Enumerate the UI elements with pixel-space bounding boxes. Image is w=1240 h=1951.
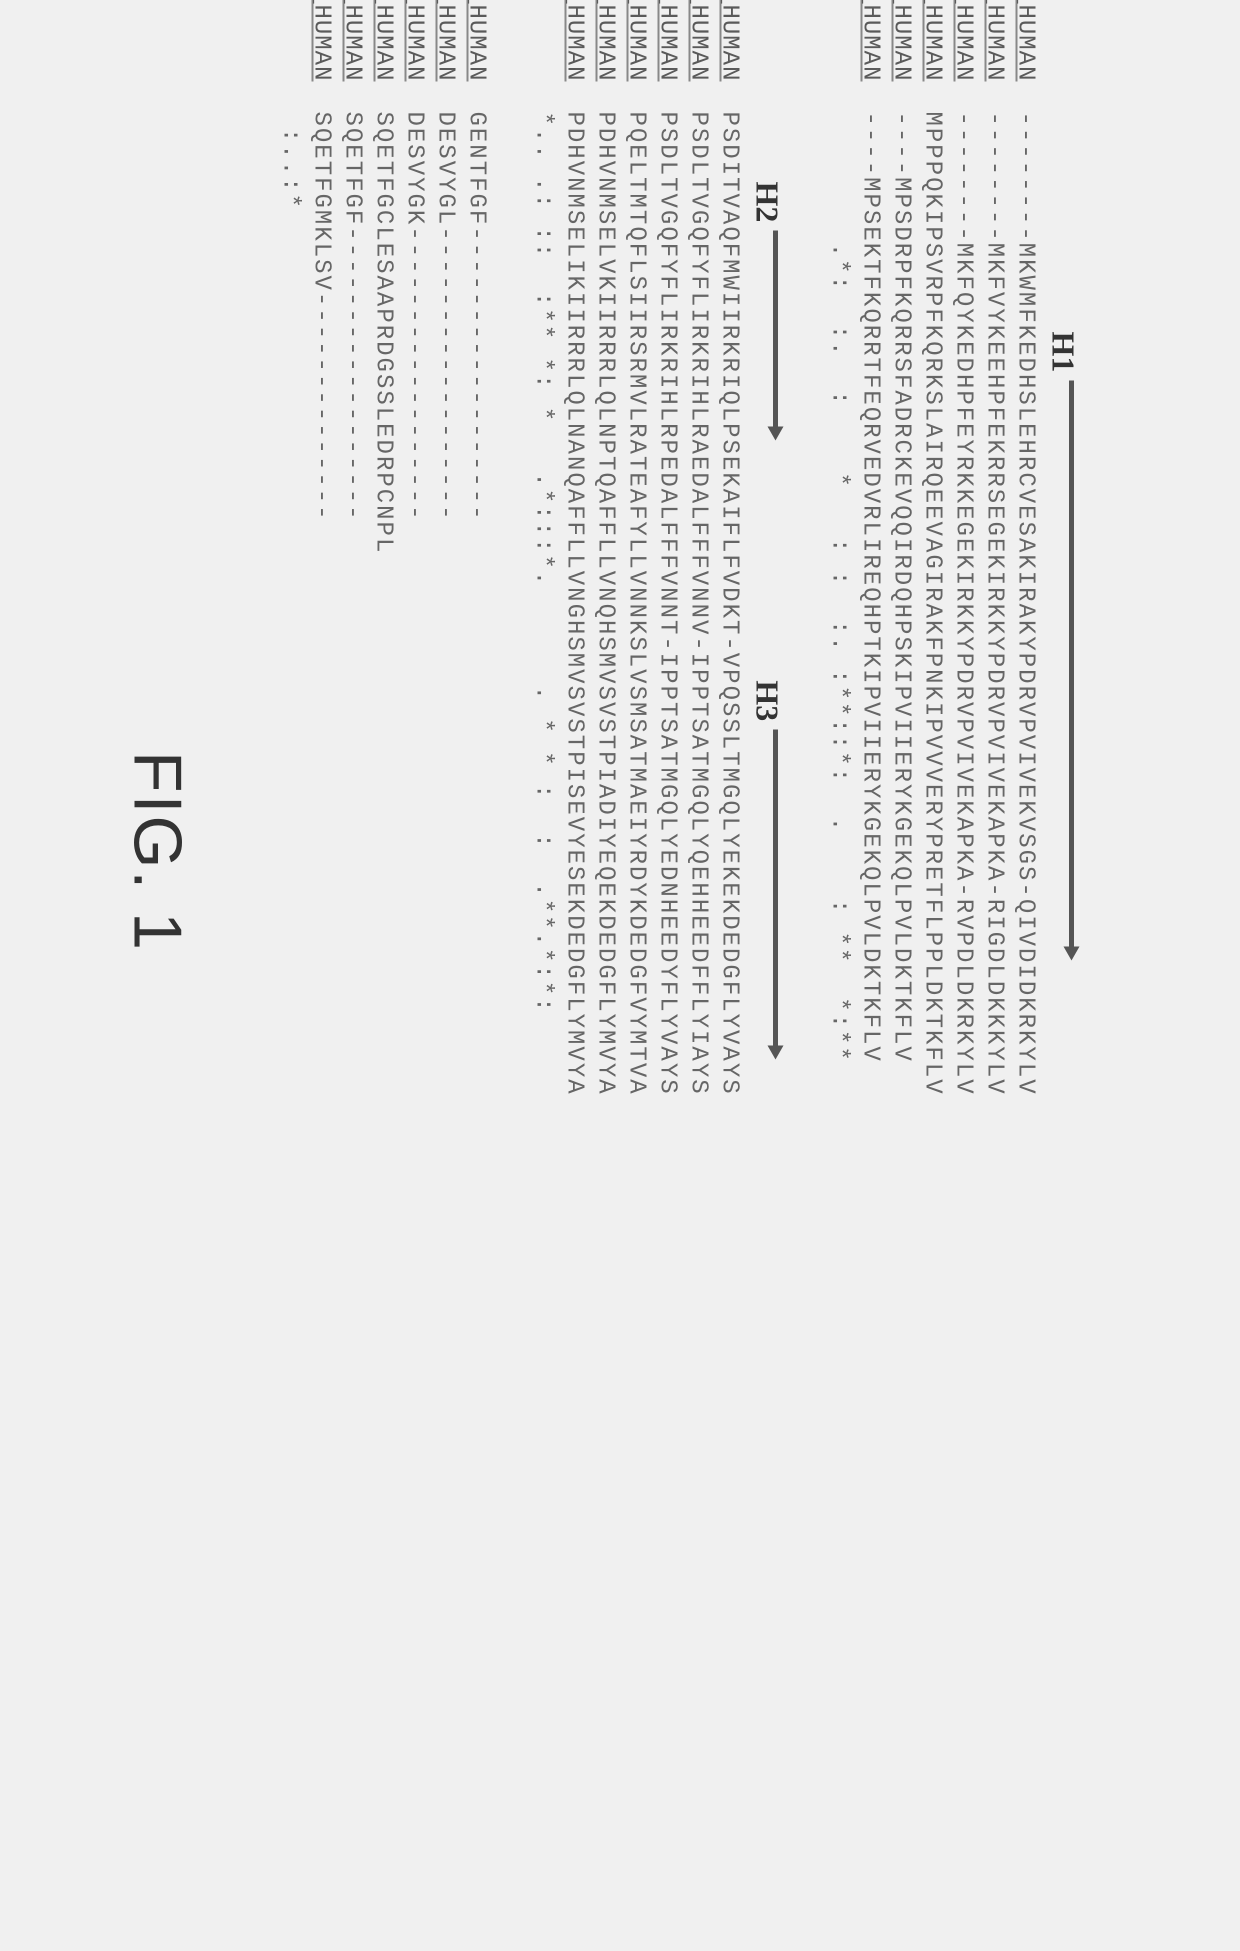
sequence-label: GBRAP_HUMAN xyxy=(432,0,459,112)
sequence-row: MLP3C_HUMANMPPPQKIPSVRPFKQRKSLAIRQEEVAGI… xyxy=(919,0,946,1802)
alignment-block: H2 H3 GBRL2_HUMANPSDITVAQFMWIIRKRIQLPSEK… xyxy=(530,0,786,1802)
sequence-text: PSDLTVGQFYFLIRKRIHLRPEDALFFFVNNT-IPPTSAT… xyxy=(654,112,681,1096)
sequence-row: MLP3A_HUMAN----MPSDRPFKQRRSFADRCKEVQQIRD… xyxy=(888,0,915,1802)
region-arrow-h2 xyxy=(749,222,786,440)
sequence-label: GBRAP_HUMAN xyxy=(981,0,1008,112)
sequence-text: PSDLTVGQFYFLIRKRIHLRAEDALFFFVNNV-IPPTSAT… xyxy=(685,112,712,1096)
sequence-row: GBRL1_HUMAN--------MKFQYKEDHPFEYRKKEGEKI… xyxy=(950,0,977,1802)
sequence-text: ----MPSEKTFKQRRTFEQRVEDVRLIREQHPTKIPVIIE… xyxy=(857,112,884,1063)
sequence-label: GBRL1_HUMAN xyxy=(401,0,428,112)
sequence-label: MLP3B_HUMAN xyxy=(308,0,335,112)
region-label-h1: H1 xyxy=(1045,332,1082,373)
sequence-row: MLP3B_HUMANSQETFGMKLSV-------------- xyxy=(308,0,335,1802)
sequence-label: GBRL2_HUMAN xyxy=(1012,0,1039,112)
region-arrow-h3 xyxy=(749,721,786,1059)
region-header-row: H1 xyxy=(1045,0,1082,1802)
sequence-label: GBRL1_HUMAN xyxy=(654,0,681,112)
sequence-label: MLP3A_HUMAN xyxy=(339,0,366,112)
sequence-row: MLP3C_HUMANSQETFGCLESAAPRDGSSLEDRPCNPL xyxy=(370,0,397,1802)
consensus-row: *.. .: :: :** *: * .*:::*. . * * : : .**… xyxy=(530,0,557,1802)
sequence-label: MLP3C_HUMAN xyxy=(370,0,397,112)
sequence-label: GBRL2_HUMAN xyxy=(716,0,743,112)
sequence-text: DESVYGK------------------ xyxy=(401,112,428,522)
sequence-row: MLP3C_HUMANPQELTMTQFLSIIRSRMVLRATEAFYLLV… xyxy=(623,0,650,1802)
alignment-block: GBRL2_HUMANGENTFGF------------------GBRA… xyxy=(277,0,490,1802)
sequence-text: --------MKFVYKEEHPFEKRRSEGEKIRKKYPDRVPVI… xyxy=(981,112,1008,1096)
sequence-text: MPPPQKIPSVRPFKQRKSLAIRQEEVAGIRAKFPNKIPVV… xyxy=(919,112,946,1096)
sequence-text: --------MKWMFKEDHSLEHRCVESAKIRAKYPDRVPVI… xyxy=(1012,112,1039,1096)
sequence-label: MLP3C_HUMAN xyxy=(623,0,650,112)
sequence-row: MLP3B_HUMAN----MPSEKTFKQRRTFEQRVEDVRLIRE… xyxy=(857,0,884,1802)
sequence-label: MLP3A_HUMAN xyxy=(592,0,619,112)
sequence-text: DESVYGL------------------ xyxy=(432,112,459,522)
sequence-row: MLP3A_HUMANSQETFGF------------------ xyxy=(339,0,366,1802)
sequence-text: SQETFGCLESAAPRDGSSLEDRPCNPL xyxy=(370,112,397,555)
sequence-row: GBRAP_HUMANPSDLTVGQFYFLIRKRIHLRAEDALFFFV… xyxy=(685,0,712,1802)
sequence-label: MLP3A_HUMAN xyxy=(888,0,915,112)
sequence-label: MLP3B_HUMAN xyxy=(561,0,588,112)
sequence-text: --------MKFQYKEDHPFEYRKKEGEKIRKKYPDRVPVI… xyxy=(950,112,977,1096)
sequence-text: ----MPSDRPFKQRRSFADRCKEVQQIRDQHPSKIPVIIE… xyxy=(888,112,915,1063)
sequence-row: GBRL2_HUMAN--------MKWMFKEDHSLEHRCVESAKI… xyxy=(1012,0,1039,1802)
sequence-text: GENTFGF------------------ xyxy=(463,112,490,522)
sequence-label: GBRAP_HUMAN xyxy=(685,0,712,112)
sequence-text: PDHVNMSELVKIIRRRLQLNPTQAFFLLVNQHSMVSVSTP… xyxy=(592,112,619,1096)
consensus-row: .*: :. : * : : :. :**::*: . : ** *:** xyxy=(826,0,853,1802)
sequence-row: MLP3A_HUMANPDHVNMSELVKIIRRRLQLNPTQAFFLLV… xyxy=(592,0,619,1802)
consensus-text: .*: :. : * : : :. :**::*: . : ** *:** xyxy=(826,112,853,1063)
sequence-label: GBRL1_HUMAN xyxy=(950,0,977,112)
sequence-label: MLP3B_HUMAN xyxy=(857,0,884,112)
sequence-row: MLP3B_HUMANPDHVNMSELIKIIRRRLQLNANQAFFLLV… xyxy=(561,0,588,1802)
figure-caption: FIG. 1 xyxy=(119,0,197,1802)
sequence-label: GBRL2_HUMAN xyxy=(463,0,490,112)
region-label-h3: H3 xyxy=(749,680,786,721)
region-header-row: H2 H3 xyxy=(749,0,786,1802)
sequence-row: GBRAP_HUMAN--------MKFVYKEEHPFEKRRSEGEKI… xyxy=(981,0,1008,1802)
sequence-row: GBRL1_HUMANPSDLTVGQFYFLIRKRIHLRPEDALFFFV… xyxy=(654,0,681,1802)
sequence-label: MLP3C_HUMAN xyxy=(919,0,946,112)
sequence-text: SQETFGF------------------ xyxy=(339,112,366,522)
sequence-text: PDHVNMSELIKIIRRRLQLNANQAFFLLVNGHSMVSVSTP… xyxy=(561,112,588,1096)
region-label-h2: H2 xyxy=(749,182,786,223)
sequence-row: GBRL2_HUMANPSDITVAQFMWIIRKRIQLPSEKAIFLFV… xyxy=(716,0,743,1802)
sequence-text: SQETFGMKLSV-------------- xyxy=(308,112,335,522)
sequence-row: GBRL2_HUMANGENTFGF------------------ xyxy=(463,0,490,1802)
sequence-text: PQELTMTQFLSIIRSRMVLRATEAFYLLVNNKSLVSMSAT… xyxy=(623,112,650,1096)
region-arrow-h1 xyxy=(1045,372,1082,960)
alignment-block: H1 GBRL2_HUMAN--------MKWMFKEDHSLEHRCVES… xyxy=(826,0,1082,1802)
consensus-text: *.. .: :: :** *: * .*:::*. . * * : : .**… xyxy=(530,112,557,1047)
sequence-row: GBRAP_HUMANDESVYGL------------------ xyxy=(432,0,459,1802)
consensus-text: :..:* xyxy=(277,112,304,555)
sequence-row: GBRL1_HUMANDESVYGK------------------ xyxy=(401,0,428,1802)
sequence-text: PSDITVAQFMWIIRKRIQLPSEKAIFLFVDKT-VPQSSLT… xyxy=(716,112,743,1096)
consensus-row: :..:* xyxy=(277,0,304,1802)
